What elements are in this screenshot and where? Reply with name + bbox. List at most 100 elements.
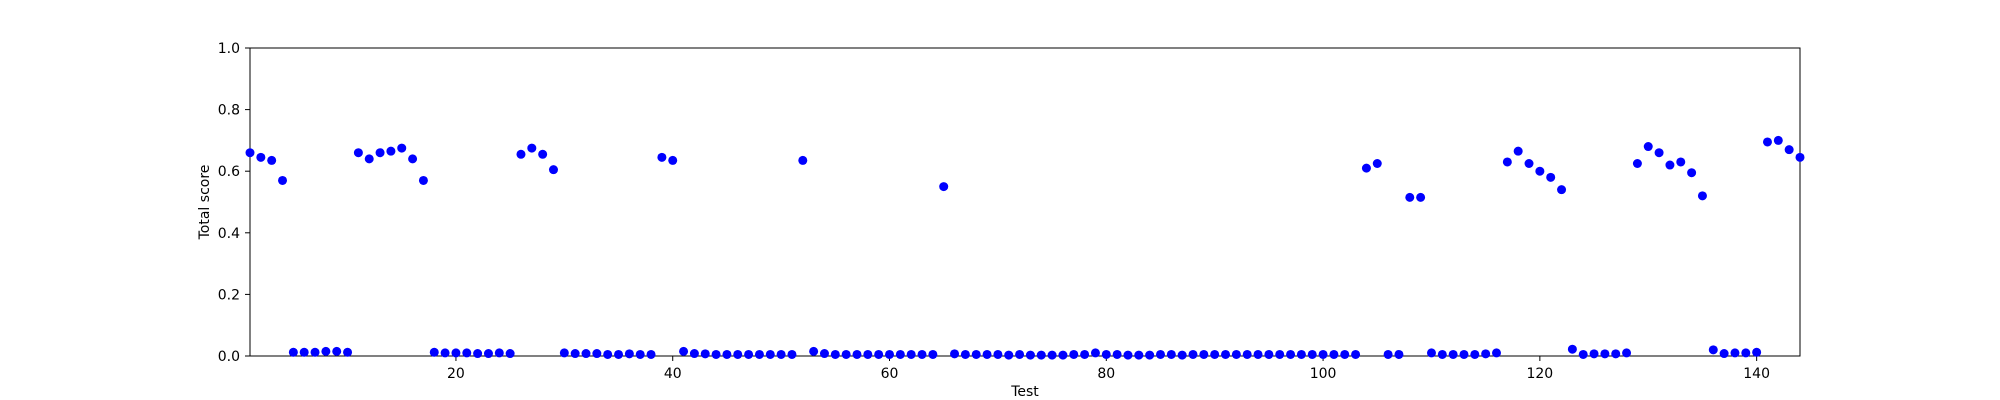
data-point xyxy=(548,165,558,175)
data-point xyxy=(364,154,374,164)
data-point xyxy=(830,349,840,359)
data-point xyxy=(440,348,450,358)
data-point xyxy=(1762,137,1772,147)
data-point xyxy=(1567,344,1577,354)
data-point xyxy=(1329,349,1339,359)
data-point xyxy=(1416,192,1426,202)
x-tick-label: 80 xyxy=(1097,366,1115,382)
plot-area xyxy=(249,47,1801,357)
data-point xyxy=(624,349,634,359)
data-point xyxy=(776,349,786,359)
data-point xyxy=(1188,349,1198,359)
data-point xyxy=(1145,350,1155,360)
data-point xyxy=(1600,349,1610,359)
y-tick-label: 0.0 xyxy=(218,349,240,365)
data-point xyxy=(1578,349,1588,359)
data-point xyxy=(1340,349,1350,359)
data-point xyxy=(473,349,483,359)
data-point xyxy=(375,148,385,158)
data-point xyxy=(1654,148,1664,158)
data-point xyxy=(1773,135,1783,145)
data-point xyxy=(321,346,331,356)
x-tick-label: 100 xyxy=(1310,366,1337,382)
data-point xyxy=(1708,345,1718,355)
data-point xyxy=(635,349,645,359)
data-point xyxy=(744,349,754,359)
data-point xyxy=(1535,166,1545,176)
data-point xyxy=(1687,168,1697,178)
data-point xyxy=(765,349,775,359)
data-point xyxy=(1697,191,1707,201)
data-point xyxy=(1426,348,1436,358)
data-point xyxy=(982,349,992,359)
data-point xyxy=(1502,157,1512,167)
data-point xyxy=(1296,349,1306,359)
data-point xyxy=(397,143,407,153)
data-point xyxy=(527,143,537,153)
data-point xyxy=(700,349,710,359)
data-point xyxy=(895,349,905,359)
data-point xyxy=(1622,348,1632,358)
data-point xyxy=(1155,349,1165,359)
data-point xyxy=(581,349,591,359)
x-tick-label: 40 xyxy=(664,366,682,382)
data-point xyxy=(1253,349,1263,359)
data-point xyxy=(906,349,916,359)
data-point xyxy=(1372,159,1382,168)
data-point xyxy=(1730,348,1740,358)
data-point xyxy=(1047,350,1057,360)
data-point xyxy=(657,152,667,162)
data-point xyxy=(1242,349,1252,359)
data-point xyxy=(1210,349,1220,359)
data-point xyxy=(245,148,255,158)
data-point xyxy=(1275,349,1285,359)
data-point xyxy=(1101,349,1111,359)
y-axis-ticks: 0.0 0.2 0.4 0.6 0.8 1.0 xyxy=(218,41,250,365)
data-point xyxy=(1459,349,1469,359)
data-point xyxy=(1123,350,1133,360)
data-point xyxy=(1361,163,1371,173)
data-point xyxy=(1112,349,1122,359)
data-point xyxy=(679,346,689,356)
data-point xyxy=(332,346,342,356)
data-point xyxy=(429,347,439,357)
data-point xyxy=(299,347,309,357)
data-point xyxy=(592,349,602,359)
x-axis-label: Test xyxy=(1010,384,1039,400)
x-axis-ticks: 20 40 60 80 100 120 140 xyxy=(447,356,1770,382)
data-point xyxy=(1134,350,1144,360)
data-point xyxy=(852,349,862,359)
data-point xyxy=(418,175,428,185)
data-point xyxy=(1383,349,1393,359)
data-point xyxy=(1286,349,1296,359)
data-point xyxy=(1719,349,1729,359)
data-point xyxy=(668,155,678,165)
data-point xyxy=(689,349,699,359)
data-point xyxy=(1741,348,1751,358)
data-point xyxy=(928,349,938,359)
data-point xyxy=(559,348,569,358)
data-point xyxy=(288,347,298,357)
data-point xyxy=(1058,350,1068,360)
data-point xyxy=(885,349,895,359)
data-point xyxy=(614,349,624,359)
data-point xyxy=(1264,349,1274,359)
data-point xyxy=(386,146,396,156)
x-tick-label: 60 xyxy=(881,366,899,382)
data-point xyxy=(256,152,266,162)
data-point xyxy=(819,349,829,359)
data-point xyxy=(993,349,1003,359)
data-point xyxy=(1307,349,1317,359)
data-point xyxy=(917,349,927,359)
data-point xyxy=(646,349,656,359)
x-tick-label: 20 xyxy=(447,366,465,382)
data-point xyxy=(841,349,851,359)
data-point xyxy=(310,347,320,357)
data-point xyxy=(1394,349,1404,359)
data-point xyxy=(798,155,808,165)
data-point xyxy=(1405,192,1415,202)
data-point xyxy=(1643,142,1653,152)
data-point xyxy=(505,349,515,359)
data-point xyxy=(1090,348,1100,358)
